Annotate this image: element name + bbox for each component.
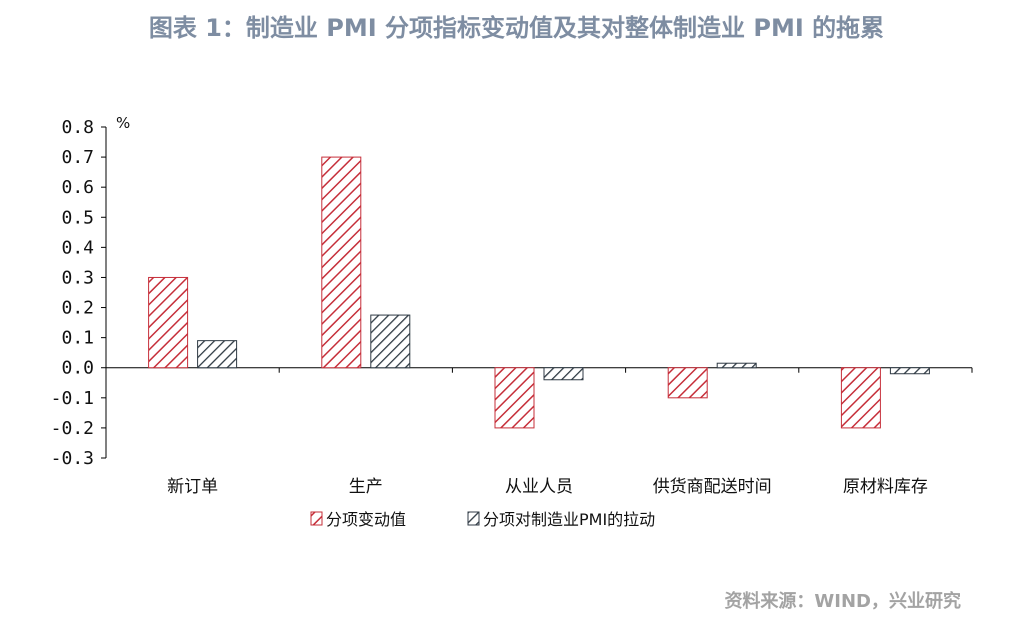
y-tick-label: 0.1 bbox=[61, 328, 94, 349]
pull-bar-5 bbox=[889, 367, 930, 375]
y-tick-label: 0.6 bbox=[61, 177, 94, 198]
y-tick-label: 0.3 bbox=[61, 267, 94, 288]
y-unit-label: % bbox=[116, 114, 130, 132]
y-tick-label: 0.7 bbox=[61, 147, 94, 168]
pull-bar-3 bbox=[543, 367, 584, 381]
change-bar-2 bbox=[321, 156, 362, 369]
pull-bar-1 bbox=[197, 340, 238, 369]
change-bar-1 bbox=[148, 276, 189, 369]
change-bar-5 bbox=[840, 367, 881, 429]
legend-label-2: 分项对制造业PMI的拉动 bbox=[483, 510, 655, 529]
category-label: 从业人员 bbox=[505, 477, 573, 497]
y-tick-label: -0.1 bbox=[51, 388, 94, 409]
y-tick-label: 0.8 bbox=[61, 117, 94, 138]
change-bar-4 bbox=[667, 367, 708, 399]
y-tick-label: 0.2 bbox=[61, 298, 94, 319]
chart-title: 图表 1：制造业 PMI 分项指标变动值及其对整体制造业 PMI 的拖累 bbox=[148, 14, 885, 42]
pull-bar-2 bbox=[370, 314, 411, 369]
legend-swatch-2 bbox=[467, 511, 480, 526]
y-tick-label: -0.3 bbox=[51, 448, 94, 469]
legend-label-1: 分项变动值 bbox=[326, 510, 406, 529]
legend-swatch-1 bbox=[310, 511, 323, 526]
category-label: 供货商配送时间 bbox=[653, 477, 772, 497]
source-note: 资料来源：WIND，兴业研究 bbox=[724, 591, 961, 612]
y-tick-label: -0.2 bbox=[51, 418, 94, 439]
y-tick-label: 0.5 bbox=[61, 207, 94, 228]
pull-bar-4 bbox=[716, 362, 757, 369]
y-tick-label: 0.4 bbox=[61, 237, 94, 258]
category-label: 原材料库存 bbox=[843, 477, 928, 497]
y-tick-label: 0.0 bbox=[61, 358, 94, 379]
category-label: 生产 bbox=[349, 477, 383, 497]
category-label: 新订单 bbox=[167, 477, 218, 497]
change-bar-3 bbox=[494, 367, 535, 429]
